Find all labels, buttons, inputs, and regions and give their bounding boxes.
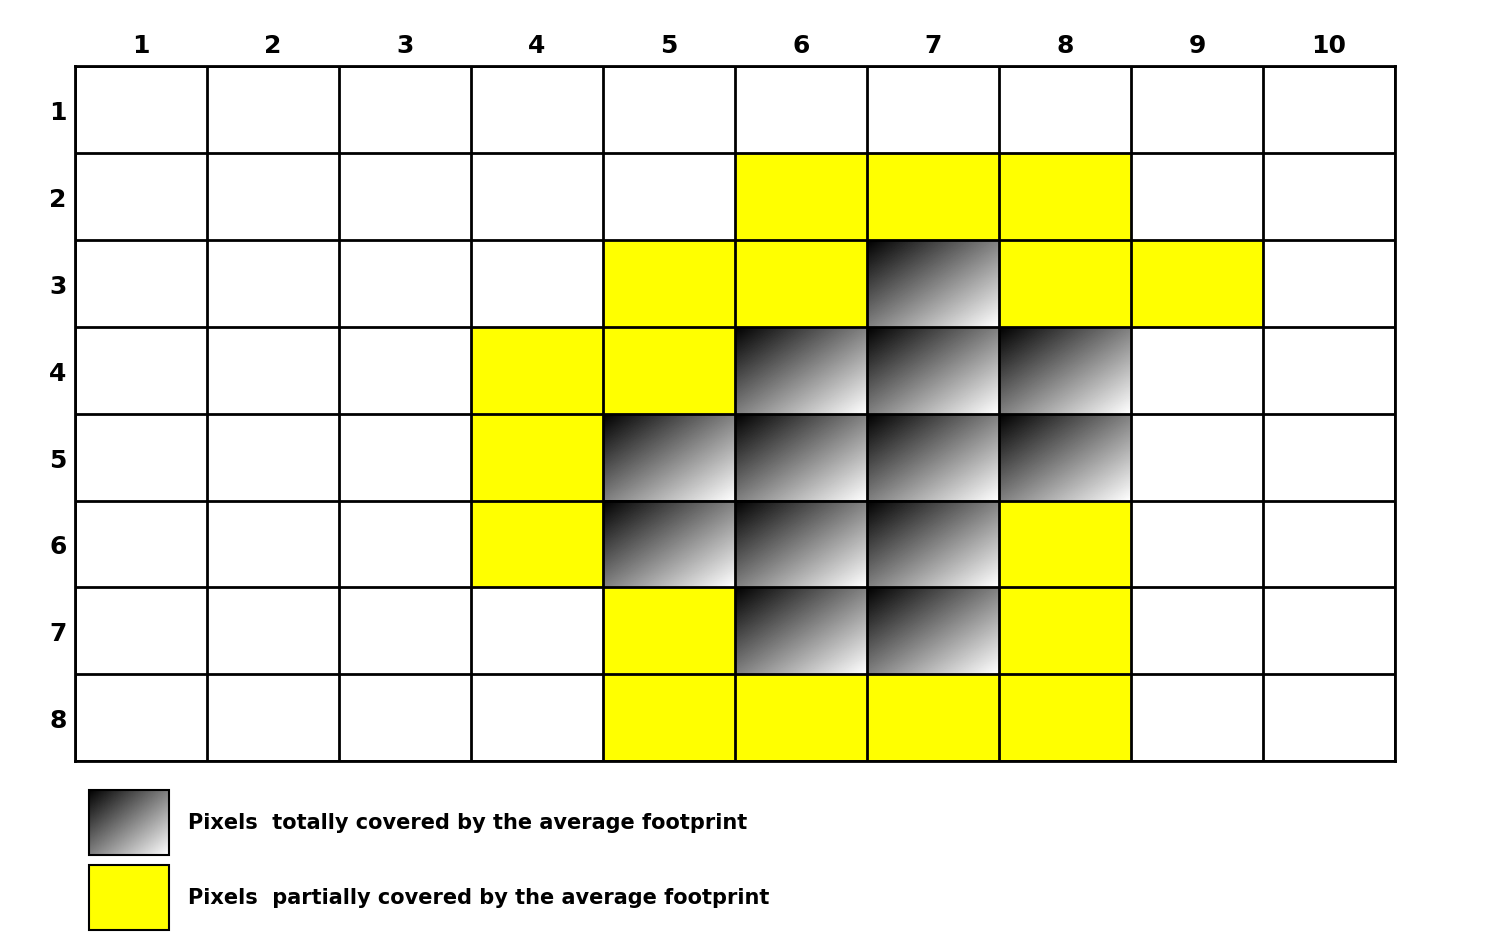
Bar [603, 675, 735, 762]
Bar [75, 327, 207, 414]
Bar [75, 501, 207, 588]
Bar [75, 588, 207, 675]
Bar [471, 588, 603, 675]
Bar [1263, 414, 1395, 501]
Bar [999, 501, 1131, 588]
Bar [471, 241, 603, 327]
Bar [1131, 241, 1263, 327]
Bar [471, 414, 603, 501]
Bar [867, 67, 999, 153]
Bar [1263, 327, 1395, 414]
Bar [603, 327, 735, 414]
Bar [75, 153, 207, 241]
Bar [471, 67, 603, 153]
Bar [75, 675, 207, 762]
Bar [1131, 327, 1263, 414]
Bar [471, 327, 603, 414]
Bar [1263, 675, 1395, 762]
Bar [1263, 501, 1395, 588]
Bar [603, 153, 735, 241]
Bar [867, 675, 999, 762]
Bar [603, 241, 735, 327]
Bar [207, 327, 339, 414]
Bar [735, 241, 867, 327]
Bar [1131, 414, 1263, 501]
Bar [75, 414, 207, 501]
Bar [75, 241, 207, 327]
Bar [339, 327, 471, 414]
Bar [1131, 501, 1263, 588]
Text: Pixels  totally covered by the average footprint: Pixels totally covered by the average fo… [188, 812, 747, 832]
Bar [207, 675, 339, 762]
Bar [339, 588, 471, 675]
Bar [999, 67, 1131, 153]
Bar [999, 153, 1131, 241]
Bar [339, 675, 471, 762]
Bar [603, 67, 735, 153]
Bar [1263, 67, 1395, 153]
Bar [1131, 588, 1263, 675]
Bar [1263, 153, 1395, 241]
Text: Pixels  partially covered by the average footprint: Pixels partially covered by the average … [188, 887, 770, 907]
Bar [207, 241, 339, 327]
Bar [339, 67, 471, 153]
Bar [1263, 588, 1395, 675]
Bar [88, 790, 170, 855]
Bar [207, 67, 339, 153]
Bar [88, 864, 170, 930]
Bar [339, 414, 471, 501]
Bar [207, 153, 339, 241]
Bar [207, 588, 339, 675]
Bar [471, 153, 603, 241]
Bar [999, 675, 1131, 762]
Bar [339, 501, 471, 588]
Bar [1131, 675, 1263, 762]
Bar [735, 153, 867, 241]
Bar [735, 67, 867, 153]
Bar [1131, 153, 1263, 241]
Bar [999, 588, 1131, 675]
Bar [339, 153, 471, 241]
Bar [75, 67, 207, 153]
Bar [867, 153, 999, 241]
Bar [471, 501, 603, 588]
Bar [1131, 67, 1263, 153]
Bar [471, 675, 603, 762]
Bar [207, 414, 339, 501]
Bar [603, 588, 735, 675]
Bar [339, 241, 471, 327]
Bar [207, 501, 339, 588]
Bar [999, 241, 1131, 327]
Bar [735, 675, 867, 762]
Bar [1263, 241, 1395, 327]
